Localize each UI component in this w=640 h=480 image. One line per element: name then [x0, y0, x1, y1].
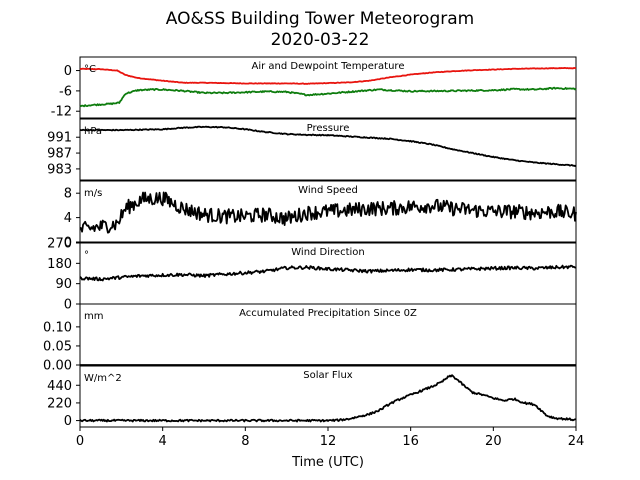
series-line-wind_direction-0 — [79, 264, 577, 282]
panel-title-precipitation: Accumulated Precipitation Since 0Z — [239, 308, 417, 319]
y-tick-label-wind_direction: 270 — [47, 237, 72, 252]
figure-subtitle: 2020-03-22 — [271, 30, 370, 50]
y-tick-label-wind_speed: 0 — [64, 236, 72, 251]
panel-title-wind_direction: Wind Direction — [291, 247, 365, 258]
y-tick-label-pressure: 983 — [47, 162, 72, 177]
series-line-wind_speed-0 — [79, 191, 577, 234]
x-tick-label: 20 — [485, 434, 502, 449]
panel-frame-wind_speed — [79, 180, 577, 243]
y-tick-label-pressure: 991 — [47, 131, 72, 146]
y-tick-label-wind_speed: 4 — [64, 211, 72, 226]
figure-title: AO&SS Building Tower Meteorogram — [166, 9, 474, 29]
y-tick-label-wind_direction: 90 — [55, 277, 72, 292]
y-tick-label-temperature: -6 — [59, 84, 72, 99]
panel-unit-precipitation: mm — [84, 311, 103, 322]
x-tick-label: 12 — [320, 434, 337, 449]
panel-unit-temperature: °C — [84, 64, 96, 75]
panel-unit-wind_speed: m/s — [84, 188, 102, 199]
y-tick-label-solar: 220 — [47, 396, 72, 411]
x-tick-label: 24 — [568, 434, 585, 449]
panel-unit-solar: W/m^2 — [84, 373, 122, 384]
y-tick-label-temperature: 0 — [64, 64, 72, 79]
x-tick-label: 0 — [76, 434, 84, 449]
panel-frame-pressure — [79, 118, 577, 181]
y-tick-label-temperature: -12 — [51, 105, 72, 120]
panel-unit-wind_direction: ° — [84, 250, 89, 261]
y-tick-label-solar: 440 — [47, 379, 72, 394]
y-tick-label-precipitation: 0.05 — [43, 339, 72, 354]
series-line-temperature-0 — [79, 67, 577, 85]
panel-title-temperature: Air and Dewpoint Temperature — [252, 61, 405, 72]
y-tick-label-wind_direction: 0 — [64, 298, 72, 313]
series-line-temperature-1 — [79, 86, 577, 108]
panel-title-solar: Solar Flux — [303, 370, 353, 381]
series-line-solar-0 — [79, 374, 577, 423]
x-tick-label: 4 — [159, 434, 167, 449]
panel-unit-pressure: hPa — [84, 126, 102, 137]
y-tick-label-pressure: 987 — [47, 147, 72, 162]
panel-title-wind_speed: Wind Speed — [298, 185, 358, 196]
x-tick-label: 16 — [402, 434, 419, 449]
panel-title-pressure: Pressure — [307, 123, 350, 134]
x-axis-label: Time (UTC) — [291, 455, 364, 470]
y-tick-label-precipitation: 0.00 — [43, 359, 72, 374]
y-tick-label-wind_direction: 180 — [47, 257, 72, 272]
panel-frame-temperature — [79, 56, 577, 119]
y-tick-label-wind_speed: 8 — [64, 187, 72, 202]
y-tick-label-precipitation: 0.10 — [43, 320, 72, 335]
x-tick-label: 8 — [241, 434, 249, 449]
series-line-pressure-0 — [79, 125, 577, 167]
y-tick-label-solar: 0 — [64, 414, 72, 429]
